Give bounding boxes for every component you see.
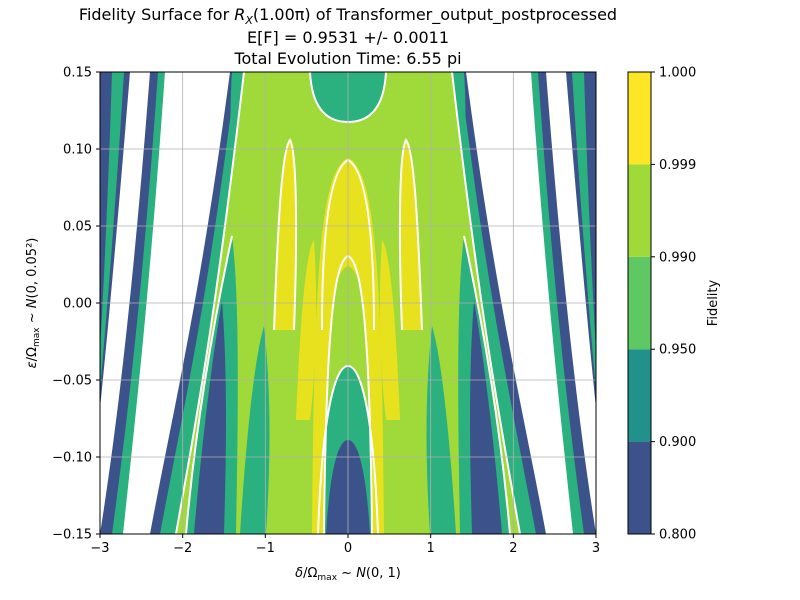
title-line-2: E[F] = 0.9531 +/- 0.0011 <box>247 28 449 47</box>
title-prefix: Fidelity Surface for <box>79 5 234 24</box>
contour-right-lobe <box>463 235 511 534</box>
contour-left-outer <box>123 72 167 534</box>
y-axis-label: ε/Ωmax ~ N(0, 0.05²) <box>25 238 42 369</box>
title-suffix: of Transformer_output_postprocessed <box>311 5 617 25</box>
colorbar-segment <box>628 72 651 165</box>
y-tick-label: 0.10 <box>63 143 92 158</box>
yellow-right-inner <box>379 240 400 420</box>
title-op: R <box>234 5 245 24</box>
title-line-1: Fidelity Surface for RX(1.00π) of Transf… <box>79 5 617 27</box>
stripe-left-outer <box>100 72 130 408</box>
contour-left-edge <box>175 72 245 534</box>
lobe-inner-right-teal <box>426 326 456 534</box>
stripe-right-outer <box>566 72 596 408</box>
contour-right-edge <box>451 72 521 534</box>
lobe-left-dark <box>194 300 226 534</box>
colorbar-tick-label: 1.000 <box>659 66 696 81</box>
y-tick-label: 0.15 <box>63 66 92 81</box>
contour-left-lobe <box>185 235 233 534</box>
x-axis: −3 −2 −1 0 1 2 3 <box>90 534 600 556</box>
colorbar-segment <box>628 164 651 257</box>
stripe-right-outer-green <box>572 72 596 390</box>
x-axis-label: δ/Ωmax ~ N(0, 1) <box>295 566 401 583</box>
x-tick-label: −3 <box>90 541 109 556</box>
title-op-sub: X <box>244 14 253 27</box>
y-tick-label: 0.00 <box>63 297 92 312</box>
title: Fidelity Surface for RX(1.00π) of Transf… <box>79 5 617 68</box>
contour-right-outer <box>529 72 573 534</box>
colorbar: 0.800 0.900 0.950 0.990 0.999 1.000 <box>627 66 696 543</box>
y-tick-label: −0.15 <box>52 528 92 543</box>
yellow-left-inner <box>296 240 317 420</box>
yellow-right-finger <box>399 140 422 330</box>
y-tick-label: 0.05 <box>63 220 92 235</box>
title-line-3: Total Evolution Time: 6.55 pi <box>233 49 461 68</box>
yellow-left-finger <box>274 140 297 330</box>
y-axis: −0.15 −0.10 −0.05 0.00 0.05 0.10 0.15 <box>52 66 100 543</box>
y-tick-label: −0.05 <box>52 374 92 389</box>
lobe-inner-left-teal <box>240 326 270 534</box>
colorbar-tick-label: 0.999 <box>659 158 696 173</box>
colorbar-segment <box>628 441 651 534</box>
lobe-right-dark <box>470 300 502 534</box>
x-tick-label: 2 <box>509 541 517 556</box>
colorbar-frame <box>627 71 652 535</box>
x-tick-label: −2 <box>173 541 192 556</box>
colorbar-segment <box>628 349 651 442</box>
contour-right-finger <box>398 138 423 331</box>
y-tick-label: −0.10 <box>52 451 92 466</box>
title-arg: (1.00π) <box>253 5 311 24</box>
colorbar-tick-label: 0.990 <box>659 250 696 265</box>
colorbar-tick-label: 0.800 <box>659 528 696 543</box>
x-tick-label: 3 <box>592 541 600 556</box>
colorbar-tick-label: 0.900 <box>659 435 696 450</box>
stripe-left-outer-green <box>100 72 124 390</box>
x-tick-label: −1 <box>256 541 275 556</box>
x-tick-label: 1 <box>427 541 435 556</box>
x-tick-label: 0 <box>344 541 352 556</box>
colorbar-label: Fidelity <box>706 279 721 326</box>
colorbar-segment <box>628 256 651 350</box>
contour-left-finger <box>273 138 298 331</box>
colorbar-tick-label: 0.950 <box>659 343 696 358</box>
